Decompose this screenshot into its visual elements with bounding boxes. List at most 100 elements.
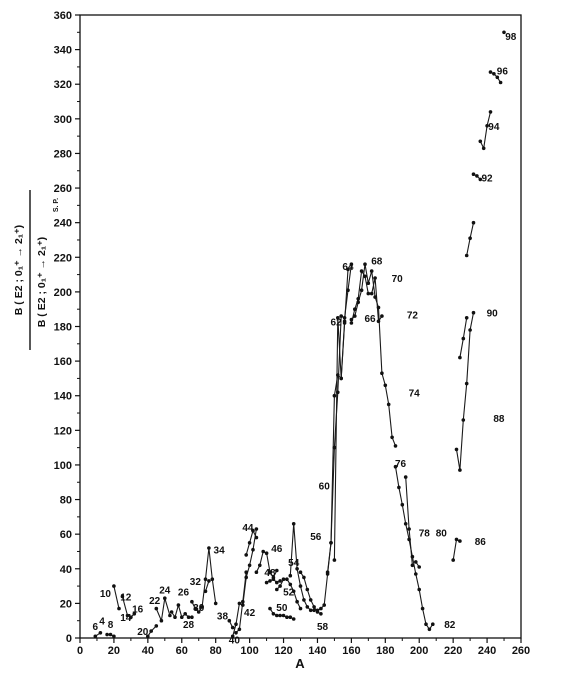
- data-point: [411, 564, 415, 568]
- annotations-layer: 6 4 810 121416202224 26283032343840424446485…: [92, 32, 516, 647]
- data-point: [268, 607, 272, 611]
- data-point: [367, 281, 371, 285]
- x-axis-label: A: [295, 656, 305, 671]
- data-point: [322, 603, 326, 607]
- data-point: [278, 614, 282, 618]
- x-tick-label: 160: [342, 645, 360, 657]
- data-point: [302, 598, 306, 602]
- data-point: [292, 617, 296, 621]
- data-point: [204, 590, 208, 594]
- data-point: [394, 444, 398, 448]
- series-line-7: [172, 605, 192, 617]
- x-tick-label: 0: [77, 645, 83, 657]
- data-point: [329, 541, 333, 545]
- data-point: [265, 581, 269, 585]
- x-tick-label: 140: [308, 645, 326, 657]
- data-point: [312, 609, 316, 613]
- data-point: [241, 603, 245, 607]
- mass-number-label: 34: [214, 546, 226, 557]
- mass-number-label: 60: [319, 482, 331, 493]
- data-point: [306, 605, 310, 609]
- data-point: [458, 539, 462, 543]
- data-point: [333, 446, 337, 450]
- mass-number-label: 22: [149, 596, 161, 607]
- data-point: [149, 629, 153, 633]
- mass-number-label: 76: [395, 459, 407, 470]
- data-point: [404, 475, 408, 479]
- data-point: [105, 633, 109, 637]
- data-point: [312, 605, 316, 609]
- x-tick-label: 100: [240, 645, 258, 657]
- x-tick-label: 240: [478, 645, 496, 657]
- x-tick-label: 80: [210, 645, 222, 657]
- data-point: [380, 314, 384, 318]
- data-point: [401, 503, 405, 507]
- mass-number-label: 92: [482, 174, 494, 185]
- data-point: [109, 633, 113, 637]
- y-tick-label: 60: [60, 529, 72, 541]
- data-point: [231, 626, 235, 630]
- data-point: [472, 172, 476, 176]
- data-point: [373, 276, 377, 280]
- data-point: [275, 614, 279, 618]
- series-line-22: [334, 269, 348, 560]
- x-tick-label: 60: [176, 645, 188, 657]
- data-point: [244, 576, 248, 580]
- data-point: [282, 577, 286, 581]
- data-point: [177, 603, 181, 607]
- data-point: [268, 579, 272, 583]
- data-point: [99, 631, 103, 635]
- data-point: [289, 574, 293, 578]
- data-point: [356, 301, 360, 305]
- y-tick-label: 160: [54, 356, 72, 368]
- data-point: [155, 607, 159, 611]
- series-line-26: [406, 477, 413, 565]
- y-tick-label: 300: [54, 114, 72, 126]
- data-point: [468, 328, 472, 332]
- data-point: [319, 612, 323, 616]
- data-point: [204, 577, 208, 581]
- data-point: [475, 174, 479, 178]
- data-point: [356, 297, 360, 301]
- data-point: [472, 311, 476, 315]
- mass-number-label: 82: [444, 620, 456, 631]
- data-point: [255, 527, 259, 531]
- mass-number-label: 70: [392, 274, 404, 285]
- x-tick-label: 40: [142, 645, 154, 657]
- data-point: [424, 622, 428, 626]
- y-tick-label: 140: [54, 391, 72, 403]
- data-point: [155, 624, 159, 628]
- data-point: [299, 607, 303, 611]
- data-point: [183, 612, 187, 616]
- y-tick-label: 100: [54, 460, 72, 472]
- data-point: [417, 588, 421, 592]
- mass-number-label: 80: [436, 528, 448, 539]
- data-point: [299, 570, 303, 574]
- y-tick-label: 340: [54, 45, 72, 57]
- data-point: [244, 570, 248, 574]
- data-point: [431, 622, 435, 626]
- mass-number-label: 40: [229, 636, 241, 647]
- data-point: [421, 607, 425, 611]
- data-point: [380, 371, 384, 375]
- data-point: [414, 572, 418, 576]
- data-point: [468, 236, 472, 240]
- y-tick-label: 80: [60, 495, 72, 507]
- y-axis-label-subscript: S. P.: [53, 198, 60, 212]
- data-point: [397, 486, 401, 490]
- data-point: [428, 628, 432, 632]
- mass-number-label: 16: [132, 605, 144, 616]
- data-point: [390, 436, 394, 440]
- data-point: [343, 321, 347, 325]
- data-point: [180, 615, 184, 619]
- data-point: [489, 110, 493, 114]
- data-point: [241, 600, 245, 604]
- y-tick-label: 0: [66, 633, 72, 645]
- series-layer: [95, 72, 500, 636]
- x-tick-label: 220: [444, 645, 462, 657]
- data-point: [458, 356, 462, 360]
- mass-number-label: 66: [364, 314, 376, 325]
- data-point: [492, 72, 496, 76]
- mass-number-label: 96: [497, 66, 509, 77]
- data-point: [168, 614, 172, 618]
